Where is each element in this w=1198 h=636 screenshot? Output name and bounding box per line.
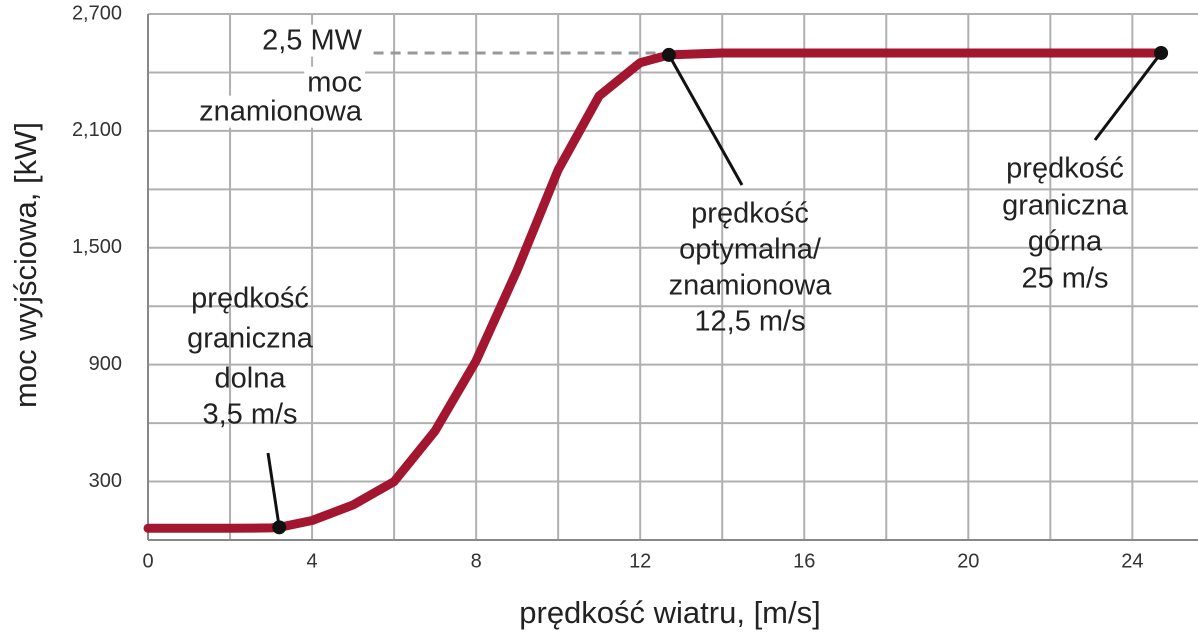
annotation-bg xyxy=(196,95,366,128)
annotation: znamionowa xyxy=(199,96,363,128)
annotation: prędkość xyxy=(1006,153,1124,185)
x-tick-label: 16 xyxy=(793,550,815,572)
annotation: 12,5 m/s xyxy=(694,306,805,338)
point xyxy=(272,520,287,535)
annotation: 3,5 m/s xyxy=(202,399,297,431)
annotation: górna xyxy=(1028,226,1103,258)
annotation: optymalna/ xyxy=(679,234,822,266)
annotation: 25 m/s xyxy=(1021,263,1108,295)
x-tick-label: 0 xyxy=(142,550,153,572)
point xyxy=(661,47,676,62)
leader-line xyxy=(266,452,281,528)
annotation: graniczna xyxy=(187,323,314,355)
leader-line xyxy=(667,54,744,186)
annotation: znamionowa xyxy=(669,270,833,302)
y-tick-label: 1,500 xyxy=(72,236,122,258)
leader-line xyxy=(1093,52,1163,141)
y-tick-label: 2,700 xyxy=(72,2,122,24)
x-tick-label: 4 xyxy=(307,550,318,572)
annotation: prędkość xyxy=(191,283,309,315)
point xyxy=(1154,45,1169,60)
x-tick-label: 24 xyxy=(1121,550,1143,572)
y-tick-label: 2,100 xyxy=(72,119,122,141)
annotation-bg xyxy=(304,66,365,99)
annotation: 2,5 MW xyxy=(262,25,363,57)
x-tick-label: 20 xyxy=(957,550,979,572)
x-tick-label: 8 xyxy=(471,550,482,572)
annotation: graniczna xyxy=(1002,190,1129,222)
annotation-bg xyxy=(259,24,366,57)
y-tick-label: 900 xyxy=(89,353,122,375)
annotation: dolna xyxy=(215,363,287,395)
x-tick-label: 12 xyxy=(629,550,651,572)
y-axis-label: moc wyjściowa, [kW] xyxy=(8,122,43,408)
y-tick-label: 300 xyxy=(89,470,122,492)
annotation: prędkość xyxy=(691,198,809,230)
annotation: moc xyxy=(307,67,362,99)
line xyxy=(143,48,1166,533)
x-axis-label: prędkość wiatru, [m/s] xyxy=(519,595,820,630)
